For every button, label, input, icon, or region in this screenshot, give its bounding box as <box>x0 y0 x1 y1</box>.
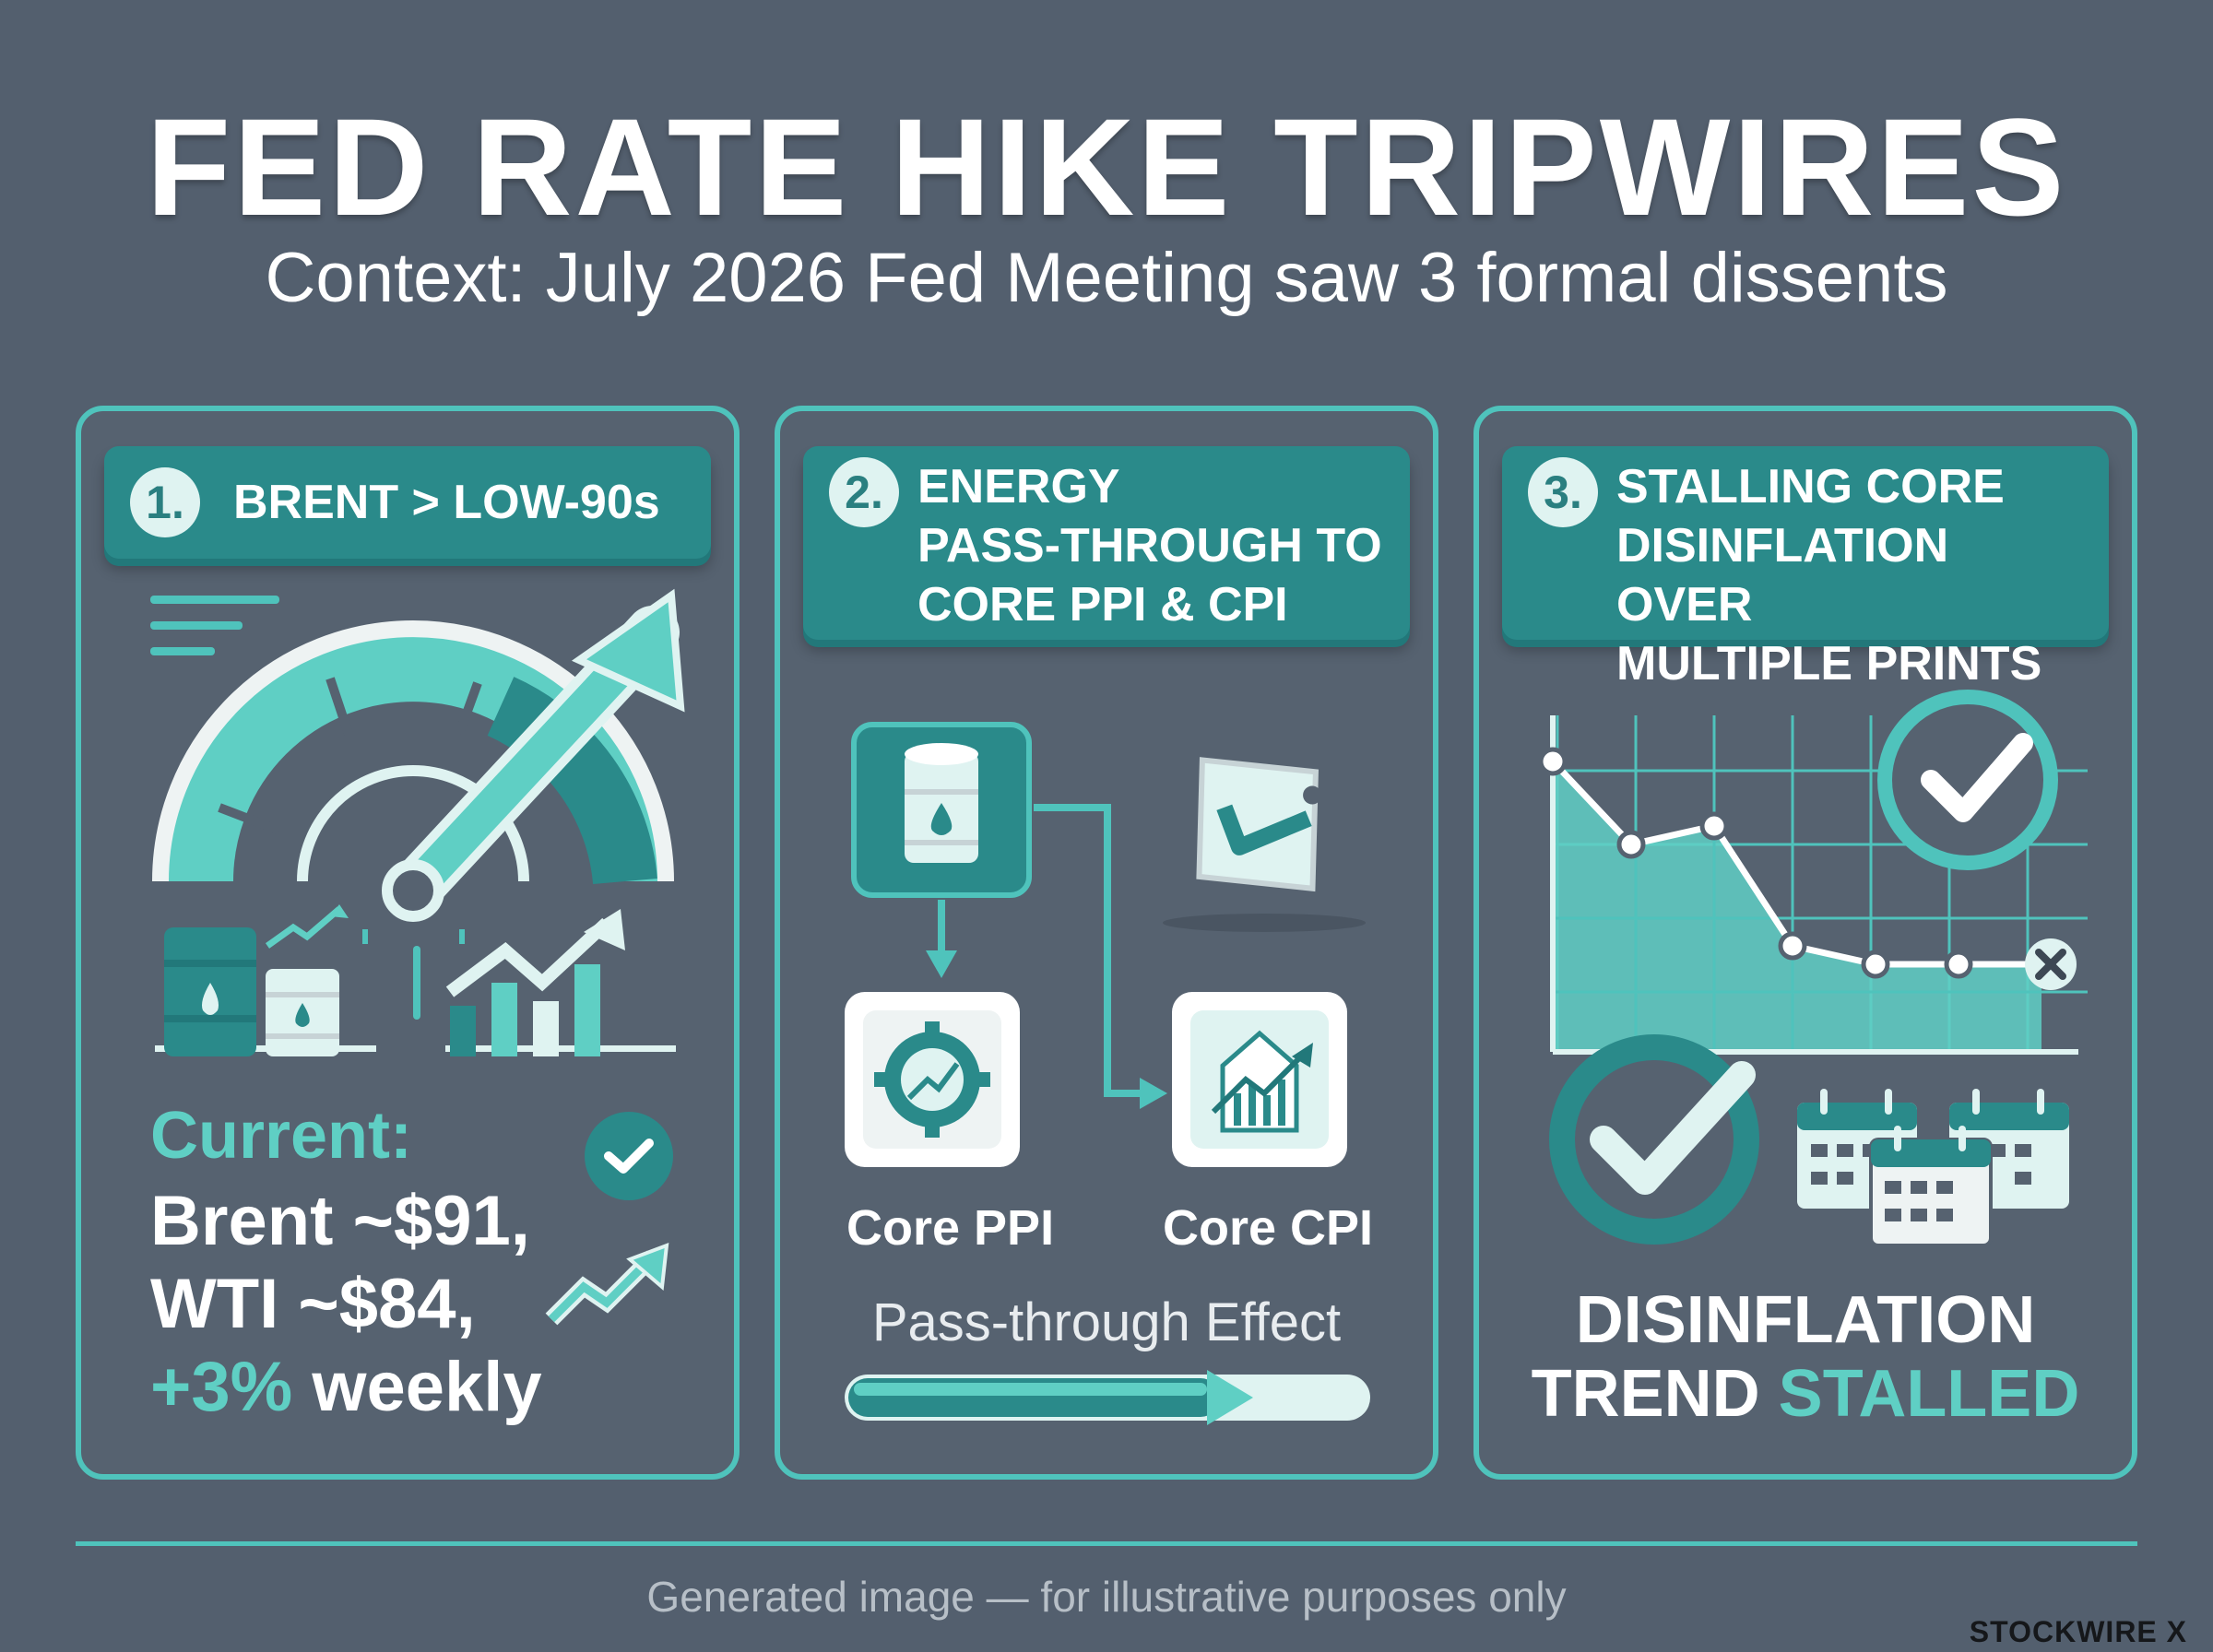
panel-3-header: 3. STALLING CORE DISINFLATION OVER MULTI… <box>1502 446 2109 690</box>
flow-diagram <box>845 722 1366 1167</box>
trend-line-2: TREND STALLED <box>1479 1356 2132 1432</box>
trend-word: TREND <box>1531 1357 1779 1431</box>
calendar-icon <box>1797 1089 2069 1247</box>
pass-through-arrowhead <box>1207 1370 1253 1425</box>
footer-divider <box>76 1541 2137 1546</box>
disclaimer: Generated image — for illustrative purpo… <box>646 1573 1567 1621</box>
panel-2-heading: ENERGY PASS-THROUGH TO CORE PPI & CPI <box>917 460 1382 631</box>
panel-1-number: 1. <box>130 467 200 537</box>
trend-line-1: DISINFLATION <box>1575 1283 2036 1357</box>
panel-disinflation: 3. STALLING CORE DISINFLATION OVER MULTI… <box>1473 406 2137 1480</box>
brand-logo: STOCKWIRE X <box>1969 1615 2187 1648</box>
panel-1-heading: BRENT > LOW-90s <box>233 476 660 529</box>
current-label: Current: <box>150 1099 412 1173</box>
core-cpi-label: Core CPI <box>1163 1200 1374 1256</box>
page-subtitle: Context: July 2026 Fed Meeting saw 3 for… <box>265 239 1948 317</box>
check-icon <box>585 1112 673 1200</box>
gauge-icon <box>150 588 685 1052</box>
panel-3-number: 3. <box>1528 457 1598 527</box>
panel-brent: 1. BRENT > LOW-90s <box>76 406 740 1480</box>
panel-3-heading: STALLING CORE DISINFLATION OVER MULTIPLE… <box>1616 460 2042 690</box>
weekly-change-value: +3% <box>150 1348 293 1426</box>
pass-through-label: Pass-through Effect <box>871 1292 1342 1352</box>
wti-price: WTI ~$84, <box>150 1265 476 1343</box>
core-ppi-label: Core PPI <box>846 1200 1055 1256</box>
pass-through-fill-highlight <box>854 1383 1207 1396</box>
brent-price: Brent ~$91, <box>150 1182 530 1260</box>
panel-2-header: 2. ENERGY PASS-THROUGH TO CORE PPI & CPI <box>803 446 1410 640</box>
panel-pass-through: 2. ENERGY PASS-THROUGH TO CORE PPI & CPI <box>775 406 1438 1480</box>
weekly-change-label: weekly <box>292 1348 542 1426</box>
panel-2-number: 2. <box>829 457 899 527</box>
pass-through-progress <box>845 1370 1370 1425</box>
line-chart-icon <box>1538 690 2088 1055</box>
weekly-change: +3% weekly <box>150 1347 542 1427</box>
stalled-word: STALLED <box>1778 1357 2080 1431</box>
panel-1-header: 1. BRENT > LOW-90s <box>104 446 711 559</box>
oil-barrel-icon <box>164 904 349 1056</box>
rising-chart-icon <box>445 909 625 1056</box>
page-title: FED RATE HIKE TRIPWIRES <box>146 89 2067 244</box>
small-uptrend-icon <box>545 1242 669 1326</box>
check-circle-icon <box>1549 1034 1759 1245</box>
